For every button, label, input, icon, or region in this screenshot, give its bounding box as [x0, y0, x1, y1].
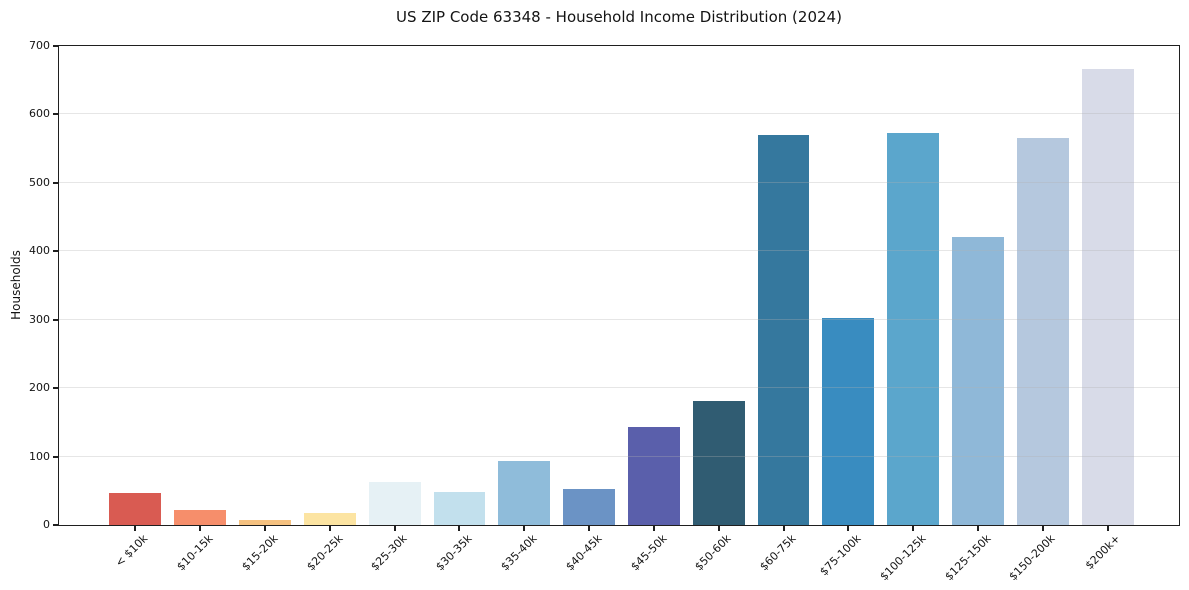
bar-15 — [1081, 68, 1134, 525]
y-tick-label-300: 300 — [29, 312, 50, 326]
bar-slot-13: $125-150k — [942, 46, 1011, 583]
y-tick-mark-600 — [53, 113, 58, 116]
x-tick-mark-13 — [976, 526, 979, 531]
bar-12 — [887, 132, 940, 525]
bar-10 — [757, 134, 810, 525]
y-tick-mark-300 — [53, 318, 58, 321]
bar-slot-9: $50-60k — [686, 46, 751, 573]
y-tick-label-0: 0 — [43, 518, 50, 531]
bar-7 — [563, 488, 616, 525]
x-tick-mark-3 — [328, 526, 331, 531]
chart-title: US ZIP Code 63348 - Household Income Dis… — [396, 8, 842, 26]
x-tick-label-4: $25-30k — [368, 532, 410, 574]
y-tick-label-600: 600 — [29, 107, 50, 121]
x-tick-mark-11 — [847, 526, 850, 531]
bar-11 — [822, 318, 875, 525]
x-tick-label-0: < $10k — [113, 532, 151, 570]
y-tick-mark-700 — [53, 45, 58, 47]
y-tick-label-200: 200 — [29, 381, 50, 395]
x-tick-mark-4 — [393, 526, 396, 531]
x-tick-mark-14 — [1041, 526, 1044, 531]
x-tick-label-12: $100-125k — [877, 532, 929, 584]
x-tick-label-14: $150-200k — [1006, 532, 1058, 584]
plot-area: < $10k $10-15k $15-20k $20-25k $25-30k $30-35… — [58, 45, 1180, 583]
bar-slot-8: $45-50k — [622, 46, 687, 573]
x-tick-mark-1 — [199, 526, 202, 531]
bar-8 — [627, 427, 680, 525]
x-tick-label-6: $35-40k — [498, 532, 540, 574]
y-axis-label: Households — [9, 250, 23, 320]
bar-1 — [174, 509, 227, 525]
x-tick-mark-5 — [458, 526, 461, 531]
bar-9 — [692, 401, 745, 525]
y-tick-label-400: 400 — [29, 244, 50, 258]
y-tick-mark-200 — [53, 387, 58, 390]
x-tick-mark-9 — [717, 526, 720, 531]
bar-0 — [109, 492, 162, 525]
bar-slot-2: $15-20k — [233, 46, 298, 573]
x-tick-label-10: $60-75k — [757, 532, 799, 574]
bar-14 — [1016, 137, 1069, 525]
x-tick-label-13: $125-150k — [942, 532, 994, 584]
x-tick-mark-0 — [134, 526, 137, 531]
y-tick-label-500: 500 — [29, 175, 50, 189]
x-tick-label-11: $75-100k — [817, 532, 864, 579]
bar-slot-12: $100-125k — [877, 46, 946, 583]
x-tick-label-5: $30-35k — [433, 532, 475, 574]
bar-2 — [239, 519, 291, 525]
bar-slot-0: < $10k — [103, 46, 168, 570]
y-tick-label-700: 700 — [29, 39, 50, 52]
bar-slot-7: $40-45k — [557, 46, 622, 573]
x-tick-mark-15 — [1106, 526, 1109, 531]
bar-13 — [952, 236, 1004, 525]
bar-slot-15: $200k+ — [1075, 46, 1140, 572]
bar-slot-14: $150-200k — [1007, 46, 1075, 583]
bar-slot-11: $75-100k — [816, 46, 881, 578]
y-tick-mark-500 — [53, 181, 58, 184]
x-tick-mark-6 — [523, 526, 526, 531]
x-tick-mark-2 — [264, 526, 267, 531]
x-tick-label-15: $200k+ — [1082, 532, 1123, 573]
bar-slot-6: $35-40k — [492, 46, 557, 573]
x-tick-label-9: $50-60k — [692, 532, 734, 574]
bar-6 — [498, 461, 551, 525]
x-tick-label-2: $15-20k — [238, 532, 281, 574]
x-tick-label-7: $40-45k — [563, 532, 605, 574]
x-tick-mark-8 — [652, 526, 655, 531]
bar-slot-5: $30-35k — [427, 46, 492, 573]
x-tick-mark-10 — [782, 526, 785, 531]
bar-3 — [303, 512, 356, 525]
y-tick-mark-400 — [53, 250, 58, 253]
bars-row: < $10k $10-15k $15-20k $20-25k $25-30k $30-35… — [103, 46, 1140, 583]
bar-slot-4: $25-30k — [362, 46, 427, 573]
x-tick-mark-7 — [588, 526, 591, 531]
x-tick-mark-12 — [912, 526, 915, 531]
bar-slot-10: $60-75k — [751, 46, 816, 573]
bar-4 — [368, 481, 421, 525]
y-tick-mark-0 — [53, 524, 58, 526]
x-tick-label-3: $20-25k — [303, 532, 346, 574]
bar-slot-3: $20-25k — [297, 46, 362, 573]
bar-slot-1: $10-15k — [168, 46, 233, 573]
y-tick-label-100: 100 — [29, 449, 50, 463]
x-tick-label-1: $10-15k — [174, 532, 216, 574]
x-tick-label-8: $45-50k — [627, 532, 670, 574]
y-tick-mark-100 — [53, 455, 58, 458]
bar-5 — [433, 492, 486, 525]
